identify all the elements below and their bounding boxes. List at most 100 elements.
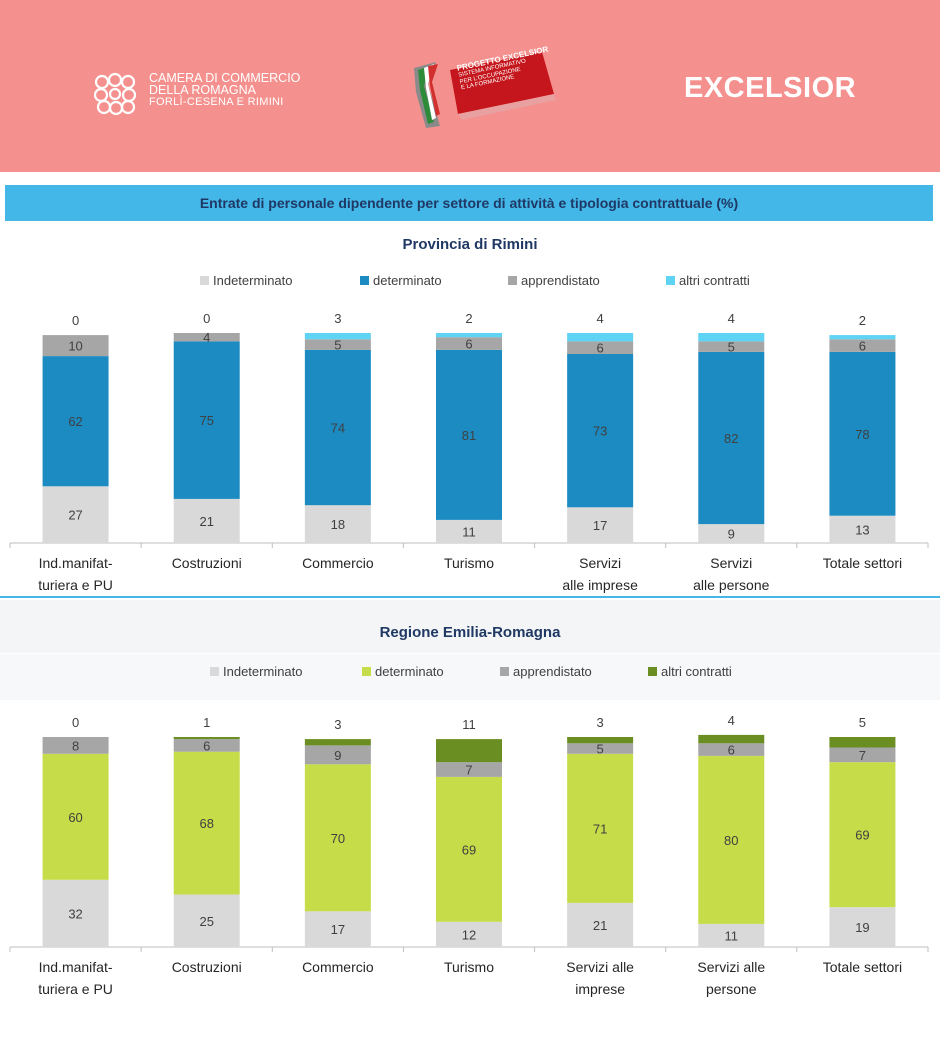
legend-swatch xyxy=(666,276,675,285)
bar-segment xyxy=(173,739,240,752)
bar-segment xyxy=(567,333,634,342)
category-label: Commercio xyxy=(302,555,374,571)
data-label: 21 xyxy=(593,918,607,933)
bar-segment xyxy=(304,739,371,746)
org-line: DELLA ROMAGNA xyxy=(149,83,256,97)
camera-commercio-logo: CAMERA DI COMMERCIO DELLA ROMAGNA FORLÌ-… xyxy=(92,70,312,120)
bar-segment xyxy=(304,911,371,947)
bar-segment xyxy=(173,498,240,543)
bar-segment xyxy=(829,515,896,543)
section-header-bg xyxy=(0,600,940,653)
category-label: Servizi alle xyxy=(697,959,765,975)
camera-commercio-emblem-icon xyxy=(93,72,137,116)
data-label: 3 xyxy=(334,311,341,326)
bar-segment xyxy=(436,762,502,777)
data-label: 2 xyxy=(465,311,472,326)
data-label: 7 xyxy=(465,763,472,778)
data-label: 5 xyxy=(728,340,735,355)
bar-segment xyxy=(304,333,371,340)
legend-label: determinato xyxy=(373,273,442,288)
data-label: 5 xyxy=(334,338,341,353)
organization-name: CAMERA DI COMMERCIO DELLA ROMAGNA FORLÌ-… xyxy=(149,72,300,108)
data-label: 3 xyxy=(334,717,341,732)
bar-segment xyxy=(436,349,502,520)
category-label: Ind.manifat- xyxy=(39,959,113,975)
bar-segment xyxy=(42,753,109,880)
emilia-romagna-chart: Regione Emilia-Romagna Indeterminato deter… xyxy=(9,624,929,997)
bar-segment xyxy=(173,737,240,740)
bar-segment xyxy=(304,505,371,543)
data-label: 18 xyxy=(331,517,345,532)
section-divider xyxy=(0,596,940,598)
category-label: Servizi alle xyxy=(566,959,634,975)
data-label: 75 xyxy=(199,413,213,428)
data-label: 4 xyxy=(203,330,210,345)
chart-title: Regione Emilia-Romagna xyxy=(380,624,562,641)
data-label: 9 xyxy=(728,527,735,542)
legend-label: altri contratti xyxy=(661,664,732,679)
data-label: 62 xyxy=(68,414,82,429)
data-label: 0 xyxy=(203,311,210,326)
legend-swatch xyxy=(500,667,509,676)
category-label: alle imprese xyxy=(562,577,638,593)
category-label: persone xyxy=(706,981,757,997)
bar-segment xyxy=(436,333,502,338)
legend-label: altri contratti xyxy=(679,273,750,288)
legend-label: Indeterminato xyxy=(213,273,293,288)
legend-swatch xyxy=(360,276,369,285)
excelsior-emblem-icon xyxy=(414,52,556,128)
bar-segment xyxy=(567,743,634,754)
data-label: 4 xyxy=(728,713,735,728)
category-label: Totale settori xyxy=(823,959,902,975)
bar-segment xyxy=(829,762,896,908)
bar-segment xyxy=(42,879,109,947)
legend-swatch xyxy=(648,667,657,676)
data-label: 21 xyxy=(199,514,213,529)
data-label: 6 xyxy=(859,339,866,354)
bar-segment xyxy=(42,486,109,543)
category-label: Costruzioni xyxy=(172,959,242,975)
data-label: 80 xyxy=(724,833,738,848)
category-label: Servizi xyxy=(579,555,621,571)
data-label: 69 xyxy=(462,842,476,857)
data-label: 4 xyxy=(728,311,735,326)
bar-segment xyxy=(829,737,896,748)
data-label: 17 xyxy=(593,518,607,533)
data-label: 1 xyxy=(203,715,210,730)
bar-segment xyxy=(829,335,896,340)
legend-label: apprendistato xyxy=(513,664,592,679)
data-label: 3 xyxy=(597,715,604,730)
data-label: 69 xyxy=(855,828,869,843)
data-label: 11 xyxy=(725,928,739,943)
data-label: 32 xyxy=(68,906,82,921)
legend-band-bg xyxy=(0,654,940,700)
bar-segment xyxy=(173,894,240,947)
page-title: Entrate di personale dipendente per sett… xyxy=(5,185,933,221)
category-label: turiera e PU xyxy=(38,577,113,593)
category-label: Turismo xyxy=(444,959,494,975)
legend-swatch xyxy=(362,667,371,676)
data-label: 11 xyxy=(462,524,476,539)
bar-segment xyxy=(698,923,765,947)
data-label: 71 xyxy=(593,821,607,836)
bar-segment xyxy=(42,737,109,754)
legend-label: Indeterminato xyxy=(223,664,303,679)
data-label: 9 xyxy=(334,748,341,763)
data-label: 6 xyxy=(203,738,210,753)
bar-segment xyxy=(567,507,634,543)
bar-segment xyxy=(42,356,109,487)
data-label: 68 xyxy=(199,816,213,831)
bar-segment xyxy=(304,745,371,765)
data-label: 27 xyxy=(68,508,82,523)
data-label: 5 xyxy=(597,742,604,757)
data-label: 6 xyxy=(597,341,604,356)
org-line: CAMERA DI COMMERCIO xyxy=(149,71,301,85)
bar-segment xyxy=(829,339,896,352)
data-label: 74 xyxy=(331,421,345,436)
data-label: 78 xyxy=(855,427,869,442)
data-label: 6 xyxy=(728,743,735,758)
data-label: 73 xyxy=(593,424,607,439)
bar-segment xyxy=(698,755,765,924)
bar-segment xyxy=(436,739,502,763)
data-label: 0 xyxy=(72,715,79,730)
